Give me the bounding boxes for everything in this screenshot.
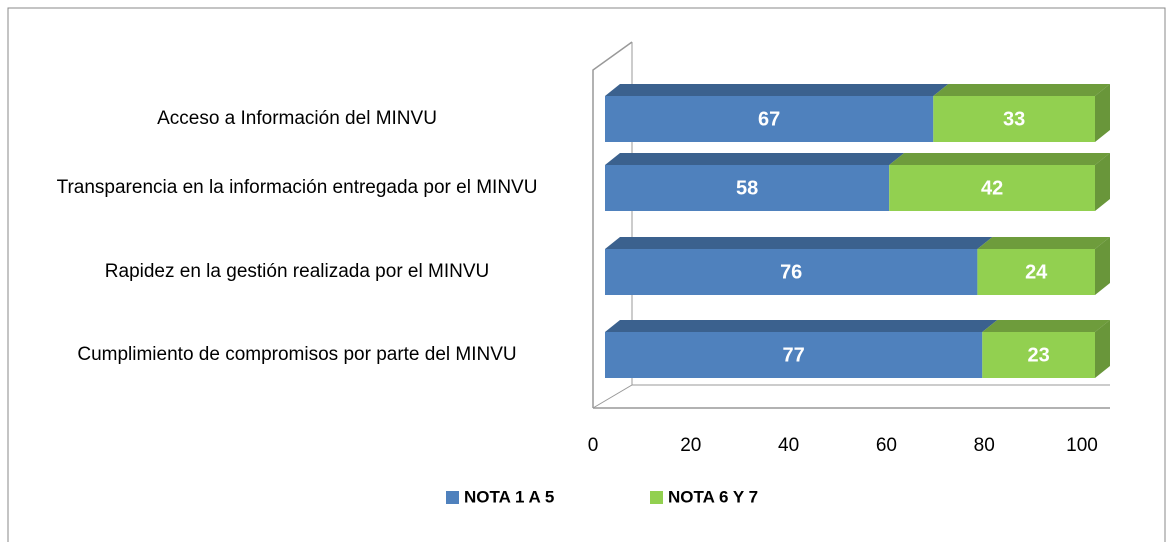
category-label: Transparencia en la información entregad… — [56, 177, 538, 198]
x-tick-label: 40 — [778, 435, 799, 456]
bar-top — [982, 320, 1110, 332]
bar — [605, 96, 934, 142]
value-label: 42 — [981, 177, 1003, 199]
value-label: 23 — [1028, 344, 1050, 366]
x-tick-label: 0 — [588, 435, 599, 456]
bar-top — [977, 237, 1110, 249]
bar — [933, 96, 1095, 142]
category-label: Rapidez en la gestión realizada por el M… — [104, 261, 490, 282]
bar-top — [933, 84, 1110, 96]
chart-border — [7, 7, 1166, 542]
value-label: 24 — [1025, 261, 1048, 283]
value-label: 77 — [783, 344, 805, 366]
bar — [977, 249, 1095, 295]
x-tick-label: 60 — [876, 435, 897, 456]
bar — [982, 332, 1095, 378]
bar-side — [1095, 84, 1110, 142]
bar — [605, 249, 978, 295]
bar-top — [605, 320, 998, 332]
floor — [592, 384, 1110, 409]
category-label: Cumplimiento de compromisos por parte de… — [77, 344, 517, 365]
bar — [889, 165, 1095, 211]
bar-side — [1095, 237, 1110, 295]
category-label: Acceso a Información del MINVU — [157, 108, 437, 129]
bar-top — [889, 153, 1110, 165]
x-tick-label: 80 — [974, 435, 995, 456]
back-wall — [592, 41, 633, 408]
legend-swatch — [650, 491, 663, 504]
legend-swatch — [446, 491, 459, 504]
legend-label: NOTA 6 Y 7 — [668, 487, 758, 506]
legend-label: NOTA 1 A 5 — [464, 487, 554, 506]
x-tick-label: 100 — [1066, 435, 1098, 456]
bar-top — [605, 237, 993, 249]
value-label: 76 — [780, 261, 802, 283]
bar-side — [1095, 153, 1110, 211]
bar — [605, 332, 983, 378]
value-label: 33 — [1003, 108, 1025, 130]
bar-top — [605, 84, 949, 96]
value-label: 67 — [758, 108, 780, 130]
x-tick-label: 20 — [680, 435, 701, 456]
bar-top — [605, 153, 905, 165]
bar-side — [1095, 320, 1110, 378]
value-label: 58 — [736, 177, 758, 199]
bar — [605, 165, 890, 211]
